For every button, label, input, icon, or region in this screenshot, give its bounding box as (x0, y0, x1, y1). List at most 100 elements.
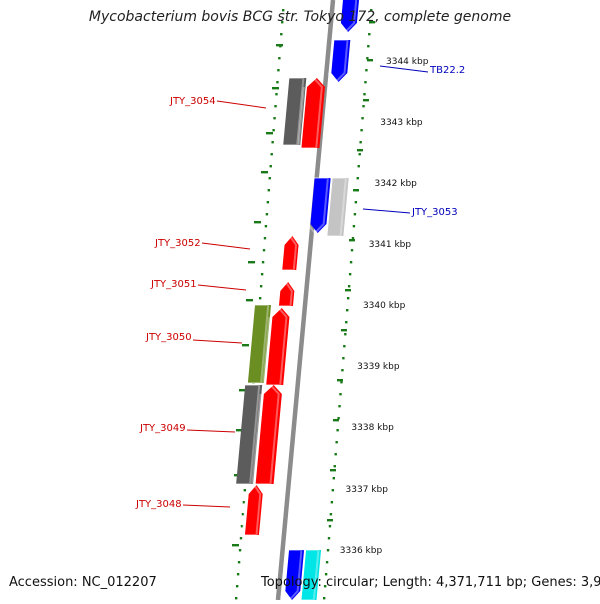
gene-label-jty-3048[interactable]: JTY_3048 (135, 499, 182, 510)
gc-skew-tick (246, 299, 253, 302)
gc-skew-tick (272, 87, 279, 90)
gc-ring-right-dot (334, 453, 337, 456)
gc-ring-left-dot (260, 273, 264, 276)
gc-ring-right-dot (357, 165, 360, 168)
gc-ring-left-dot (269, 165, 272, 168)
gc-ring-left-dot (237, 561, 241, 564)
gc-ring-right-dot (325, 561, 329, 564)
gc-skew-tick (236, 429, 243, 432)
gc-ring-left-dot (271, 141, 274, 144)
kbp-tick-label: 3338 kbp (351, 423, 394, 433)
kbp-tick-label: 3344 kbp (386, 57, 429, 67)
gc-ring-left-dot (262, 249, 266, 252)
gene-jty-3049[interactable] (251, 384, 282, 485)
gc-ring-right-dot (331, 489, 335, 492)
genome-backbone (275, 0, 336, 601)
gc-ring-right-dot (361, 117, 364, 120)
gene-label-jty-3050[interactable]: JTY_3050 (145, 332, 192, 343)
gc-ring-left-dot (263, 237, 267, 240)
gc-ring-left-dot (280, 33, 283, 36)
gc-ring-right-dot (349, 261, 353, 264)
gc-ring-right-dot (332, 477, 335, 480)
gc-ring-left-dot (235, 597, 238, 600)
map-title: Mycobacterium bovis BCG str. Tokyo 172, … (88, 9, 512, 25)
gc-ring-left-dot (273, 117, 276, 120)
gc-ring-right-dot (337, 417, 340, 420)
label-leader-line (362, 208, 411, 214)
gc-skew-tick (333, 419, 339, 422)
label-leader-line (216, 100, 267, 109)
gene-label-tb22-2[interactable]: TB22.2 (429, 65, 465, 76)
gene-jty-3052[interactable] (278, 235, 299, 271)
gc-ring-left-dot (278, 57, 281, 60)
gene-tb22-2-upper[interactable] (337, 0, 359, 34)
gene-label-jty-3049[interactable]: JTY_3049 (139, 423, 186, 434)
gc-skew-tick (367, 59, 373, 62)
gc-ring-right-dot (323, 585, 327, 588)
gene-jty-3049-gray[interactable] (233, 384, 263, 485)
gc-ring-left-dot (281, 21, 284, 24)
label-leader-line (182, 504, 231, 508)
gc-ring-left-dot (236, 573, 240, 576)
gene-label-jty-3054[interactable]: JTY_3054 (169, 96, 216, 107)
gc-ring-right-dot (343, 345, 346, 348)
gc-ring-left-dot (282, 9, 285, 12)
gc-ring-left-dot (274, 105, 277, 108)
gc-ring-left-dot (243, 489, 247, 492)
gc-ring-left-dot (239, 537, 243, 540)
gc-ring-right-dot (368, 33, 371, 36)
gc-ring-left-dot (238, 549, 242, 552)
kbp-tick-label: 3340 kbp (363, 301, 406, 311)
gc-ring-right-dot (330, 501, 334, 504)
kbp-tick-label: 3339 kbp (357, 362, 400, 372)
gene-tb22-2-lower[interactable] (327, 39, 351, 84)
gene-label-jty-3052[interactable]: JTY_3052 (154, 238, 201, 249)
gene-jty-3048[interactable] (241, 484, 263, 536)
gc-ring-right-dot (362, 105, 365, 108)
gene-bottom-blue[interactable] (281, 549, 305, 602)
gene-jty-3050[interactable] (262, 307, 290, 386)
gc-ring-left-dot (259, 285, 263, 288)
gc-skew-tick (266, 132, 273, 135)
gene-label-jty-3051[interactable]: JTY_3051 (150, 279, 197, 290)
gc-ring-right-dot (367, 45, 370, 48)
topology-text: Topology: circular; Length: 4,371,711 bp… (261, 575, 600, 590)
gc-ring-left-dot (268, 177, 271, 180)
gc-skew-tick (276, 44, 283, 47)
gc-ring-right-dot (363, 93, 366, 96)
gc-ring-right-dot (358, 153, 361, 156)
accession-text: Accession: NC_012207 (9, 575, 157, 590)
gene-jty-3053-blue[interactable] (306, 177, 331, 235)
gc-skew-tick (232, 544, 239, 547)
gene-jty-3050-olive[interactable] (245, 304, 272, 384)
gc-ring-right-dot (340, 381, 343, 384)
gene-jty-3054-gray[interactable] (280, 77, 307, 146)
gc-skew-tick (353, 189, 359, 192)
gc-ring-right-dot (329, 513, 333, 516)
gc-ring-left-dot (272, 129, 275, 132)
label-leader-line (186, 429, 236, 433)
gc-ring-right-dot (352, 225, 356, 228)
gene-jty-3053-gray[interactable] (324, 177, 349, 237)
kbp-tick-label: 3336 kbp (340, 546, 383, 556)
gc-skew-tick (369, 21, 375, 24)
gc-ring-right-dot (335, 441, 338, 444)
gc-skew-tick (261, 171, 268, 174)
gene-jty-3054[interactable] (297, 77, 326, 149)
gc-ring-left-dot (275, 93, 278, 96)
gc-ring-right-dot (360, 129, 363, 132)
gc-skew-tick (239, 389, 246, 392)
gc-ring-right-dot (365, 69, 368, 72)
gc-ring-left-dot (235, 585, 239, 588)
gc-ring-right-dot (359, 141, 362, 144)
gc-ring-right-dot (346, 309, 349, 312)
gc-ring-right-dot (328, 525, 332, 528)
gc-skew-tick (363, 99, 369, 102)
gc-skew-tick (254, 221, 261, 224)
gc-ring-right-dot (348, 273, 352, 276)
label-leader-line (192, 339, 243, 344)
gc-ring-right-dot (370, 9, 373, 12)
gc-ring-left-dot (276, 81, 279, 84)
gene-label-jty-3053[interactable]: JTY_3053 (411, 207, 458, 218)
gene-jty-3051[interactable] (275, 281, 295, 307)
